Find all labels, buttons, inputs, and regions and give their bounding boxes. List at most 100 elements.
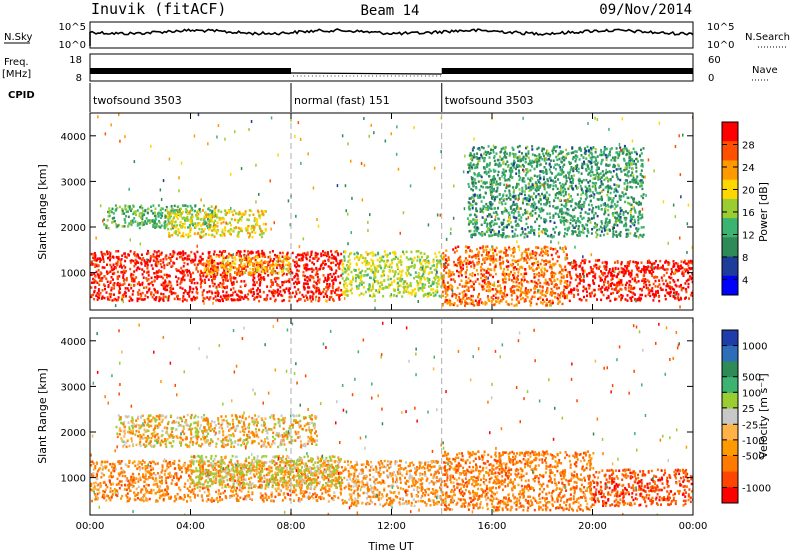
heat-cell — [133, 217, 136, 220]
heat-cell — [583, 201, 586, 204]
heat-cell — [203, 267, 206, 271]
heat-cell — [453, 260, 455, 264]
heat-cell — [471, 158, 474, 162]
heat-cell — [252, 291, 255, 294]
heat-cell — [623, 168, 626, 172]
heat-cell — [496, 213, 499, 216]
heat-cell — [554, 212, 557, 215]
heat-cell — [658, 299, 661, 303]
heat-cell — [541, 293, 544, 296]
heat-cell — [147, 274, 150, 277]
heat-cell — [154, 218, 157, 222]
heat-cell — [218, 216, 221, 220]
heat-cell — [511, 248, 514, 251]
heat-cell — [432, 288, 435, 291]
heat-cell — [152, 253, 155, 256]
heat-cell — [287, 271, 290, 274]
cpid-label: CPID — [8, 90, 35, 101]
heat-cell — [159, 208, 162, 212]
cpid-segment-label: twofsound 3503 — [445, 94, 534, 107]
heat-cell — [101, 255, 104, 259]
heat-cell — [141, 207, 144, 210]
heat-cell — [549, 291, 552, 294]
heat-cell — [490, 268, 493, 272]
heat-cell — [212, 272, 215, 275]
heat-cell — [218, 218, 221, 222]
heat-cell — [567, 262, 570, 265]
heat-cell — [93, 297, 95, 301]
heat-cell — [223, 286, 226, 290]
heat-cell — [523, 236, 526, 239]
heat-cell — [230, 268, 233, 271]
heat-cell — [666, 291, 669, 294]
heat-cell — [511, 235, 514, 238]
heat-cell — [233, 277, 236, 280]
heat-cell — [484, 301, 487, 304]
heat-cell — [606, 232, 609, 235]
heat-cell — [435, 255, 438, 259]
heat-cell — [628, 160, 631, 164]
heat-cell — [194, 296, 197, 300]
heat-cell — [598, 284, 600, 288]
heat-cell — [662, 264, 664, 267]
heat-cell — [107, 285, 110, 289]
heat-cell — [360, 274, 363, 277]
heat-cell — [521, 186, 524, 190]
heat-cell — [495, 259, 498, 262]
heat-cell — [267, 274, 270, 277]
heat-cell — [635, 281, 638, 284]
heat-cell — [525, 248, 527, 251]
heat-cell — [159, 262, 162, 266]
heat-cell — [253, 271, 256, 275]
heat-cell — [211, 229, 214, 232]
heat-cell — [553, 231, 556, 234]
heat-cell — [472, 286, 475, 290]
heat-cell — [628, 262, 631, 265]
heat-cell — [488, 152, 491, 155]
heat-cell — [566, 220, 569, 223]
heat-cell — [635, 185, 638, 189]
heat-cell — [278, 292, 281, 296]
heat-cell — [608, 270, 611, 273]
heat-cell — [138, 267, 141, 271]
heat-cell — [141, 283, 144, 286]
heat-cell — [640, 194, 643, 198]
heat-cell — [407, 284, 410, 287]
heat-cell — [146, 252, 148, 255]
heat-cell — [487, 298, 490, 301]
heat-cell — [400, 263, 403, 266]
heat-cell — [306, 276, 309, 279]
heat-cell — [518, 218, 521, 221]
heat-cell — [357, 268, 360, 271]
heat-cell — [676, 262, 679, 266]
heat-cell — [340, 260, 343, 263]
heat-cell — [593, 182, 596, 185]
heat-cell — [167, 228, 170, 231]
heat-cell — [149, 256, 152, 259]
heat-cell — [502, 297, 505, 301]
heat-cell — [368, 262, 371, 265]
heat-cell — [158, 225, 161, 228]
heat-cell — [512, 274, 515, 277]
heat-cell — [493, 187, 495, 191]
heat-cell — [449, 301, 452, 304]
heat-cell — [113, 287, 116, 290]
heat-cell — [634, 293, 636, 296]
heat-cell — [518, 259, 521, 262]
heat-cell — [472, 222, 474, 226]
heat-cell — [584, 152, 587, 156]
heat-cell — [576, 275, 579, 278]
heat-cell — [680, 287, 683, 290]
heat-cell — [211, 271, 214, 274]
heat-cell — [491, 234, 494, 237]
heat-cell — [309, 295, 312, 298]
heat-cell — [224, 273, 227, 277]
heat-cell — [323, 280, 326, 283]
heat-cell — [274, 271, 277, 275]
heat-cell — [99, 291, 102, 295]
heat-cell — [399, 259, 402, 262]
heat-cell — [490, 203, 493, 207]
heat-cell — [234, 290, 237, 294]
heat-cell — [362, 293, 365, 296]
heat-cell — [432, 291, 435, 295]
